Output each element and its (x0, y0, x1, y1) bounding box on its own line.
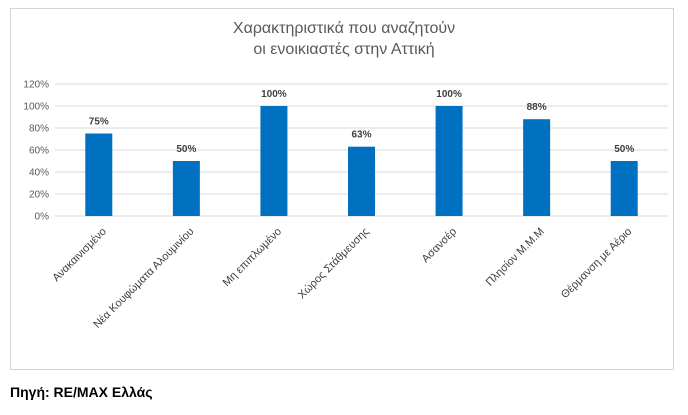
y-tick-label: 0% (35, 212, 50, 223)
data-label: 100% (436, 89, 462, 100)
y-tick-label: 80% (29, 124, 49, 135)
y-tick-label: 100% (23, 102, 49, 113)
x-tick-label: Χώρος Στάθμευσης (296, 226, 372, 302)
x-tick-label: Νέα Κουφώματα Αλουμινίου (91, 226, 196, 331)
bar (348, 146, 375, 216)
x-tick-label: Ασανσέρ (420, 226, 460, 266)
bar (435, 106, 463, 216)
chart-frame (10, 8, 674, 370)
data-label: 50% (176, 144, 196, 155)
data-label: 88% (527, 102, 547, 113)
x-tick-label: Ανακαινισμένο (50, 226, 109, 285)
bar (172, 161, 200, 216)
chart-title-line-1: Χαρακτηριστικά που αναζητούν (232, 20, 456, 37)
x-tick-label: Πλησίον Μ.Μ.Μ (484, 226, 547, 289)
x-tick-label: Θέρμανση με Αέριο (559, 226, 634, 301)
y-tick-label: 40% (29, 168, 49, 179)
bar (85, 133, 113, 216)
data-label: 50% (614, 144, 634, 155)
x-tick-label: Μη επιπλωμένο (221, 226, 284, 289)
chart-title-line-2: οι ενοικιαστές στην Αττική (253, 41, 435, 58)
data-label: 63% (351, 130, 371, 141)
y-tick-label: 120% (23, 80, 49, 91)
y-tick-label: 60% (29, 146, 49, 157)
data-label: 100% (261, 89, 287, 100)
bar (260, 106, 288, 216)
bar (523, 119, 551, 216)
y-tick-label: 20% (29, 190, 49, 201)
bar (610, 161, 638, 216)
data-label: 75% (89, 117, 109, 128)
source-caption: Πηγή: RE/MAX Ελλάς (10, 384, 153, 400)
